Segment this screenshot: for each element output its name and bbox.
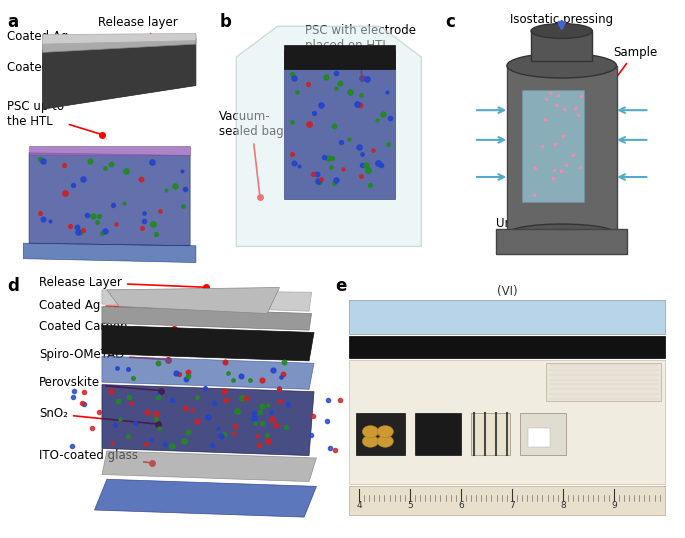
Bar [349, 300, 664, 334]
Polygon shape [107, 287, 279, 314]
Bar [522, 90, 584, 202]
Bar [349, 486, 664, 515]
Polygon shape [284, 45, 395, 69]
Polygon shape [29, 153, 190, 246]
Polygon shape [102, 385, 314, 456]
Text: (VI): (VI) [497, 285, 517, 298]
Text: a: a [7, 13, 18, 31]
Text: d: d [7, 277, 18, 295]
Bar [531, 31, 593, 61]
Text: 8: 8 [560, 501, 566, 510]
Text: (I): (I) [371, 385, 383, 398]
Text: 6: 6 [458, 501, 464, 510]
Text: (III): (III) [497, 385, 516, 398]
Text: Coated Ag: Coated Ag [39, 299, 181, 312]
Text: (II): (II) [430, 385, 447, 398]
Circle shape [362, 435, 379, 447]
Ellipse shape [507, 53, 616, 78]
Text: c: c [445, 13, 455, 31]
Bar [471, 413, 510, 455]
Text: 9: 9 [611, 501, 616, 510]
Polygon shape [23, 243, 196, 263]
Text: (V): (V) [611, 346, 629, 359]
Text: Perovskite: Perovskite [39, 377, 159, 391]
Text: SnO₂: SnO₂ [39, 407, 155, 424]
Text: Release Layer: Release Layer [39, 275, 203, 288]
Ellipse shape [531, 24, 593, 38]
Bar [349, 336, 664, 358]
Bar [356, 413, 405, 455]
Text: 7: 7 [509, 501, 514, 510]
Polygon shape [284, 50, 395, 199]
Polygon shape [236, 26, 421, 246]
Text: Spiro-OMeTAD: Spiro-OMeTAD [39, 348, 165, 361]
Bar [507, 66, 616, 234]
Ellipse shape [507, 224, 616, 244]
Text: ITO-coated glass: ITO-coated glass [39, 449, 149, 463]
Bar [496, 229, 627, 254]
Circle shape [377, 426, 393, 438]
Text: Sample: Sample [610, 46, 657, 86]
Polygon shape [102, 356, 314, 390]
Polygon shape [102, 290, 312, 311]
Text: b: b [219, 13, 231, 31]
Text: 5: 5 [407, 501, 413, 510]
Text: PSC with electrode
placed on HTL: PSC with electrode placed on HTL [305, 24, 416, 75]
Text: Vacuum-
sealed bag: Vacuum- sealed bag [219, 110, 284, 194]
Text: (IV): (IV) [555, 385, 575, 398]
Text: 4: 4 [356, 501, 362, 510]
Polygon shape [102, 451, 316, 482]
Text: Coated carbon: Coated carbon [7, 61, 93, 74]
Text: Isostatic pressing: Isostatic pressing [510, 13, 614, 26]
Polygon shape [42, 34, 196, 52]
Text: Uniform pressure
from every angle: Uniform pressure from every angle [497, 173, 599, 245]
Polygon shape [95, 479, 316, 517]
Polygon shape [42, 33, 196, 44]
Text: PSC up to
the HTL: PSC up to the HTL [7, 100, 100, 134]
Polygon shape [102, 307, 312, 330]
Text: e: e [336, 277, 347, 295]
Text: Coated Carbon: Coated Carbon [39, 320, 171, 332]
Bar [415, 413, 461, 455]
Polygon shape [102, 325, 314, 361]
Circle shape [377, 435, 393, 447]
Bar [349, 360, 664, 484]
Bar [528, 428, 549, 447]
Circle shape [362, 426, 379, 438]
Text: Coated Ag: Coated Ag [7, 30, 77, 51]
Bar [520, 413, 566, 455]
Bar [547, 363, 662, 401]
Polygon shape [29, 146, 190, 155]
Text: Release layer: Release layer [98, 16, 178, 40]
Polygon shape [42, 38, 196, 109]
